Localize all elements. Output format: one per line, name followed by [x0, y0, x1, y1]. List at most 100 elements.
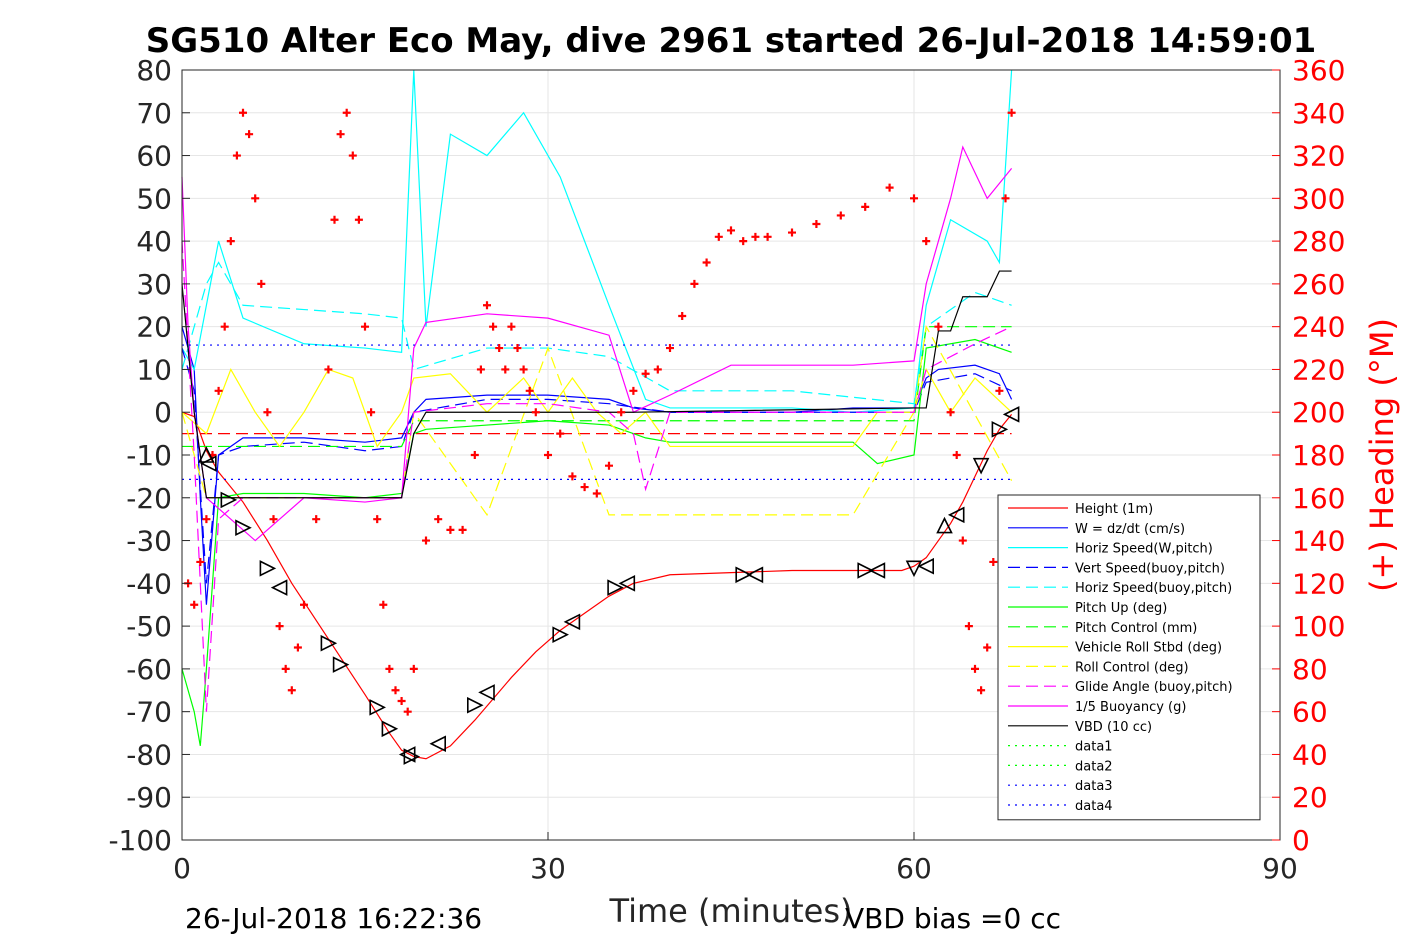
series-line: [181, 338, 1012, 746]
left-tick-label: 20: [136, 311, 172, 344]
heading-point: [214, 386, 223, 395]
heading-point: [812, 220, 821, 228]
heading-point: [385, 664, 394, 673]
heading-point: [592, 489, 601, 498]
left-tick-label: 70: [136, 97, 172, 130]
legend-label: Horiz Speed(buoy,pitch): [1075, 581, 1232, 596]
dive-marker: [332, 656, 350, 673]
left-tick-label: -90: [126, 781, 172, 814]
heading-point: [281, 664, 290, 673]
right-tick-label: 260: [1292, 268, 1345, 301]
right-tick-label: 60: [1292, 696, 1328, 729]
heading-point: [544, 451, 552, 459]
heading-point: [568, 472, 577, 481]
legend-label: Vehicle Roll Stbd (deg): [1075, 641, 1222, 656]
dive-marker: [467, 696, 484, 714]
legend-label: VBD (10 cc): [1075, 720, 1152, 735]
heading-point: [495, 344, 504, 353]
dive-marker: [563, 613, 581, 631]
heading-point: [763, 232, 772, 241]
heading-point: [666, 344, 674, 353]
heading-point: [788, 228, 796, 237]
x-axis-label: Time (minutes): [609, 892, 853, 930]
left-tick-label: -60: [126, 653, 172, 686]
right-tick-label: 320: [1292, 140, 1345, 173]
heading-point: [330, 215, 339, 224]
heading-point: [397, 696, 406, 705]
heading-point: [422, 536, 430, 545]
left-axis: 80 70 60 50 40 30 20 10 0 -10 -20 -30 -40 -50 -60 -70 -8…: [108, 54, 190, 857]
heading-point: [434, 515, 443, 524]
heading-point: [836, 211, 845, 220]
left-tick-label: -20: [126, 482, 172, 515]
heading-point: [702, 258, 711, 267]
dive-marker: [220, 491, 238, 509]
heading-point: [885, 183, 894, 192]
legend-label: 1/5 Buoyancy (g): [1075, 700, 1186, 715]
left-tick-label: -50: [126, 610, 172, 643]
heading-layer: [184, 108, 1016, 716]
left-tick-label: -30: [126, 525, 172, 558]
heading-point: [714, 232, 723, 241]
series-line: [181, 324, 1013, 517]
dive-marker: [868, 562, 886, 579]
heading-point: [501, 365, 510, 374]
dive-marker: [618, 575, 636, 592]
heading-point: [977, 686, 986, 695]
left-tick-label: 60: [136, 140, 172, 173]
legend-label: W = dz/dt (cm/s): [1075, 522, 1185, 537]
heading-point: [293, 643, 302, 652]
dive-marker: [746, 566, 764, 584]
right-tick-label: 340: [1292, 97, 1345, 130]
heading-point: [952, 451, 961, 459]
legend-label: Glide Angle (buoy,pitch): [1075, 680, 1233, 695]
left-tick-label: -10: [126, 439, 172, 472]
heading-point: [269, 515, 278, 524]
heading-point: [196, 557, 205, 566]
heading-point: [300, 600, 308, 609]
left-tick-label: 0: [154, 396, 172, 429]
right-tick-label: 200: [1292, 396, 1345, 429]
heading-point: [220, 322, 229, 331]
heading-point: [751, 232, 760, 241]
left-tick-label: 30: [136, 268, 172, 301]
heading-point: [232, 151, 241, 160]
series-line: [181, 261, 1012, 405]
right-tick-label: 40: [1292, 738, 1328, 771]
dive-marker: [607, 579, 624, 596]
heading-point: [641, 369, 650, 378]
heading-point: [958, 536, 967, 545]
dive-marker: [857, 562, 874, 579]
dive-marker: [429, 735, 446, 753]
left-tick-label: 40: [136, 225, 172, 258]
dive-marker: [972, 457, 990, 475]
heading-point: [507, 322, 516, 331]
heading-point: [617, 408, 626, 417]
heading-point: [446, 525, 455, 534]
heading-point: [861, 202, 870, 211]
left-tick-label: -40: [126, 567, 172, 600]
series-line: [181, 347, 1012, 584]
legend: Height (1m) W = dz/dt (cm/s) Horiz Speed(W…: [997, 494, 1261, 821]
heading-point: [1007, 108, 1016, 117]
heading-point: [391, 686, 400, 695]
dive-marker: [936, 516, 953, 534]
dive-marker: [552, 626, 569, 643]
x-tick-label: 60: [896, 852, 932, 885]
heading-point: [245, 130, 254, 139]
heading-point: [513, 344, 522, 353]
legend-label: Pitch Control (mm): [1075, 621, 1197, 636]
legend-label: Roll Control (deg): [1075, 660, 1189, 675]
heading-point: [739, 237, 748, 246]
right-tick-label: 220: [1292, 353, 1345, 386]
heading-point: [971, 664, 979, 673]
heading-point: [989, 557, 998, 566]
heading-point: [964, 622, 973, 631]
heading-point: [605, 461, 613, 470]
legend-box: [997, 494, 1261, 821]
legend-label: Height (1m): [1075, 502, 1153, 517]
footer-timestamp: 26-Jul-2018 16:22:36: [185, 902, 482, 935]
chart-title: SG510 Alter Eco May, dive 2961 started 2…: [146, 21, 1317, 61]
heading-point: [263, 408, 272, 417]
